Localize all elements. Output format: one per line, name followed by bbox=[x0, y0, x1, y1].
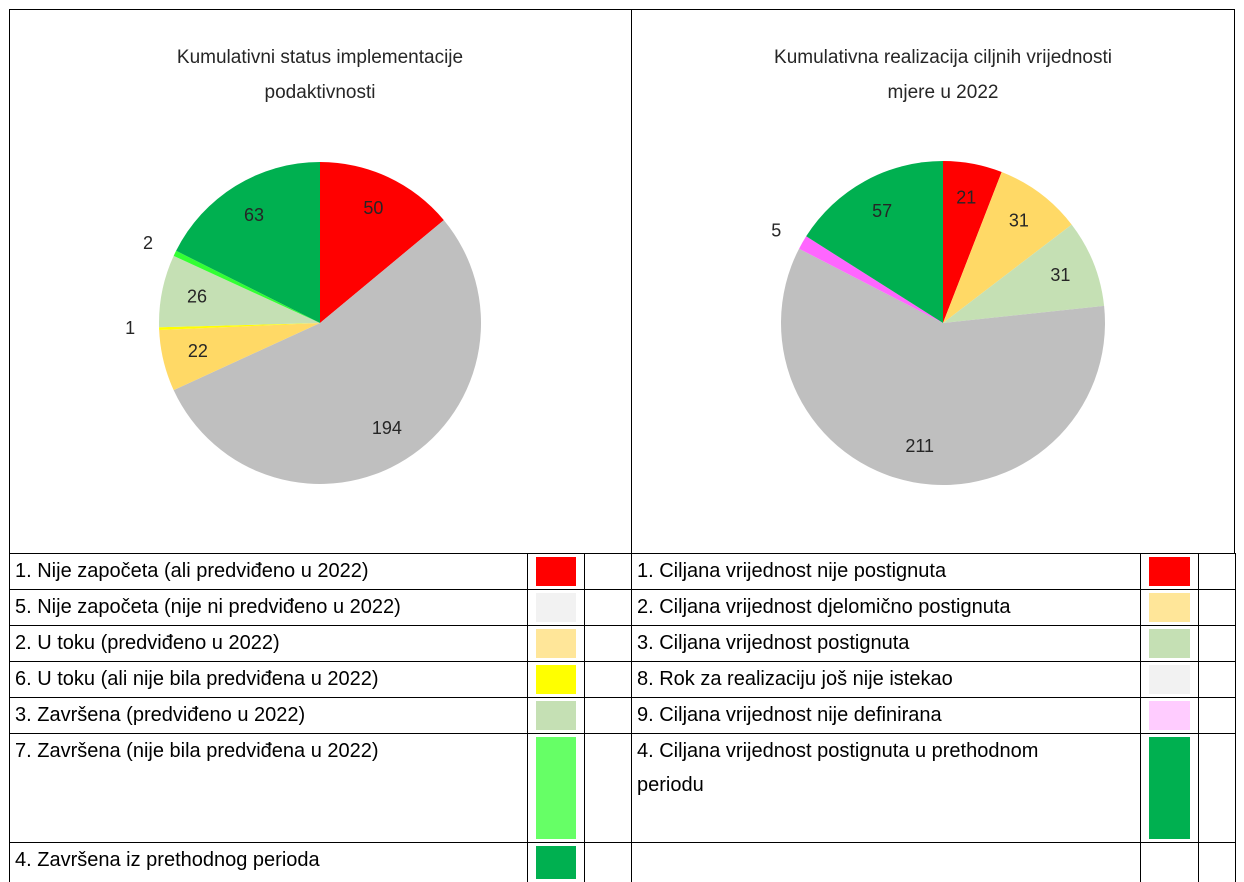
slice-label: 57 bbox=[872, 201, 892, 221]
legend-label bbox=[631, 842, 1141, 882]
legend-swatch-cell bbox=[1140, 661, 1199, 698]
chart-title: Kumulativni status implementacije podakt… bbox=[176, 47, 464, 103]
slice-label: 2 bbox=[143, 233, 153, 253]
chart-title: Kumulativna realizacija ciljnih vrijedno… bbox=[774, 47, 1112, 103]
legend-swatch-cell bbox=[527, 842, 585, 882]
slice-label: 1 bbox=[125, 318, 135, 338]
legend-swatch bbox=[1149, 557, 1190, 586]
pie-slice bbox=[943, 161, 1002, 323]
slice-label: 194 bbox=[372, 418, 402, 438]
legend-label: 2. Ciljana vrijednost djelomično postign… bbox=[631, 589, 1141, 626]
legend-label: 4. Završena iz prethodnog perioda bbox=[9, 842, 528, 882]
slice-label: 21 bbox=[956, 188, 976, 208]
legend-empty-cell bbox=[584, 553, 632, 590]
legend-swatch bbox=[536, 701, 576, 730]
slice-label: 31 bbox=[1050, 265, 1070, 285]
pie-slice bbox=[176, 162, 320, 323]
legend-swatch bbox=[536, 665, 576, 694]
legend-label: 4. Ciljana vrijednost postignuta u preth… bbox=[631, 733, 1141, 843]
pie-slice bbox=[781, 248, 1105, 486]
legend-empty-cell bbox=[1198, 625, 1236, 662]
legend-swatch-cell bbox=[527, 661, 585, 698]
legend-swatch-cell bbox=[527, 625, 585, 662]
legend-empty-cell bbox=[584, 625, 632, 662]
slice-label: 63 bbox=[244, 205, 264, 225]
legend-empty-cell bbox=[1198, 733, 1236, 843]
legend-swatch-cell bbox=[1140, 842, 1199, 882]
legend-swatch-cell bbox=[1140, 553, 1199, 590]
legend-swatch-cell bbox=[1140, 625, 1199, 662]
slice-label: 50 bbox=[363, 198, 383, 218]
pie-slice bbox=[943, 172, 1072, 323]
legend-swatch bbox=[1149, 629, 1190, 658]
legend-label: 5. Nije započeta (nije ni predviđeno u 2… bbox=[9, 589, 528, 626]
slice-label: 31 bbox=[1009, 211, 1029, 231]
legend-empty-cell bbox=[584, 589, 632, 626]
legend-empty-cell bbox=[1198, 842, 1236, 882]
slice-label: 5 bbox=[771, 221, 781, 241]
legend-swatch-cell bbox=[1140, 733, 1199, 843]
slice-label: 26 bbox=[187, 287, 207, 307]
legend-swatch bbox=[536, 629, 576, 658]
pie-slice bbox=[806, 161, 943, 323]
pie-slice bbox=[159, 323, 320, 391]
legend-empty-cell bbox=[1198, 553, 1236, 590]
legend-empty-cell bbox=[1198, 697, 1236, 734]
legend-swatch bbox=[536, 593, 576, 622]
legend-swatch bbox=[1149, 593, 1190, 622]
legend-label: 7. Završena (nije bila predviđena u 2022… bbox=[9, 733, 528, 843]
legend-swatch-cell bbox=[1140, 589, 1199, 626]
pie-slice bbox=[320, 162, 444, 323]
slice-label: 22 bbox=[188, 341, 208, 361]
pie-slice bbox=[799, 236, 943, 323]
legend-swatch bbox=[1149, 737, 1190, 839]
legend-swatch bbox=[536, 557, 576, 586]
legend-swatch-cell bbox=[1140, 697, 1199, 734]
slice-label: 211 bbox=[905, 436, 934, 456]
legend-swatch bbox=[1149, 701, 1190, 730]
pie-slice bbox=[173, 250, 320, 323]
legend-empty-cell bbox=[584, 842, 632, 882]
pie-slice bbox=[159, 323, 320, 331]
legend-label: 6. U toku (ali nije bila predviđena u 20… bbox=[9, 661, 528, 698]
legend-swatch bbox=[1149, 665, 1190, 694]
legend-empty-cell bbox=[584, 661, 632, 698]
pie-slice bbox=[159, 255, 320, 328]
legend-swatch-cell bbox=[527, 553, 585, 590]
legend-label: 3. Ciljana vrijednost postignuta bbox=[631, 625, 1141, 662]
legend-label: 2. U toku (predviđeno u 2022) bbox=[9, 625, 528, 662]
legend-swatch bbox=[536, 846, 576, 879]
legend-swatch-cell bbox=[527, 697, 585, 734]
legend-empty-cell bbox=[1198, 661, 1236, 698]
legend-label: 9. Ciljana vrijednost nije definirana bbox=[631, 697, 1141, 734]
legend-empty-cell bbox=[584, 697, 632, 734]
legend-swatch-cell bbox=[527, 589, 585, 626]
legend-swatch-cell bbox=[527, 733, 585, 843]
legend-label: 8. Rok za realizaciju još nije istekao bbox=[631, 661, 1141, 698]
legend-label: 1. Nije započeta (ali predviđeno u 2022) bbox=[9, 553, 528, 590]
pie-slice bbox=[173, 220, 482, 484]
legend-label: 3. Završena (predviđeno u 2022) bbox=[9, 697, 528, 734]
legend-swatch bbox=[536, 737, 576, 839]
pie-slice bbox=[943, 224, 1105, 323]
legend-empty-cell bbox=[1198, 589, 1236, 626]
legend-label: 1. Ciljana vrijednost nije postignuta bbox=[631, 553, 1141, 590]
legend-empty-cell bbox=[584, 733, 632, 843]
